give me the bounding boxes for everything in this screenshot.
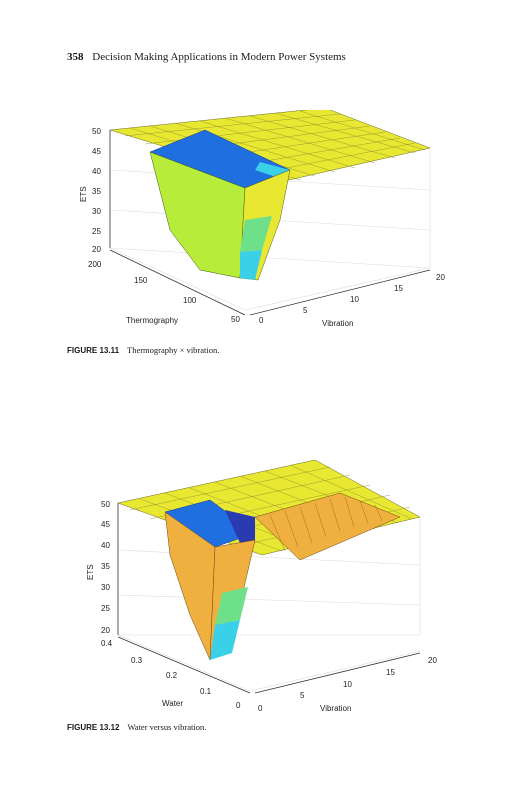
z-tick: 20 (101, 626, 110, 635)
z-tick: 25 (92, 227, 101, 236)
orange-dip-mesh (269, 496, 383, 552)
y-tick: 15 (394, 284, 403, 293)
y-tick: 5 (300, 691, 305, 700)
y-axis-label: Vibration (320, 704, 351, 713)
x-axis-label: Thermography (126, 316, 178, 325)
axes (117, 503, 421, 694)
z-tick: 30 (101, 583, 110, 592)
x-tick: 150 (134, 276, 148, 285)
y-tick: 0 (258, 704, 263, 713)
running-title: Decision Making Applications in Modern P… (92, 51, 346, 63)
z-tick: 50 (92, 127, 101, 136)
y-tick-labels: 0 5 10 15 20 (259, 273, 445, 325)
z-tick: 40 (101, 541, 110, 550)
y-tick: 0 (259, 316, 264, 325)
pit-top-deep (225, 510, 255, 543)
x-tick-labels: 0.4 0.3 0.2 0.1 0 (101, 639, 241, 710)
surface-plot-13-12: 50 45 40 35 30 25 20 ETS 0.4 0.3 0.2 0.1… (86, 459, 437, 713)
z-tick: 35 (92, 187, 101, 196)
pit-wall-green-band (215, 587, 248, 625)
z-tick: 45 (92, 147, 101, 156)
z-axis-label: ETS (79, 186, 88, 202)
z-axis-label: ETS (86, 564, 95, 580)
y-tick: 5 (303, 306, 308, 315)
pit-wall-front (149, 151, 246, 279)
x-tick: 0.4 (101, 639, 113, 648)
caption-number: FIGURE 13.11 (67, 346, 120, 355)
caption-number: FIGURE 13.12 (67, 723, 120, 732)
x-tick: 0.1 (200, 687, 212, 696)
caption-text: Water versus vibration. (127, 722, 207, 732)
x-tick-labels: 200 150 100 50 (88, 260, 240, 324)
running-header: 358 Decision Making Applications in Mode… (67, 51, 346, 63)
x-tick: 0.2 (166, 671, 178, 680)
axes (109, 130, 431, 316)
figure-13-12: 50 45 40 35 30 25 20 ETS 0.4 0.3 0.2 0.1… (0, 455, 531, 720)
z-tick-labels: 50 45 40 35 30 25 20 (101, 500, 110, 635)
pit-wall-green-band (240, 216, 272, 252)
pit-wall-cyan-band (240, 250, 262, 280)
x-axis-label: Water (162, 699, 183, 708)
pit-wall-front (164, 511, 216, 661)
z-tick: 40 (92, 167, 101, 176)
figure-13-11: 50 45 40 35 30 25 20 ETS 200 150 100 50 … (0, 110, 531, 340)
z-tick: 25 (101, 604, 110, 613)
pit-wall-cyan-band (210, 620, 240, 660)
z-tick: 30 (92, 207, 101, 216)
page-number: 358 (67, 51, 84, 63)
z-tick: 45 (101, 520, 110, 529)
y-tick: 20 (436, 273, 445, 282)
y-tick: 20 (428, 656, 437, 665)
y-tick: 10 (350, 295, 359, 304)
y-tick: 15 (386, 668, 395, 677)
y-tick-labels: 0 5 10 15 20 (258, 656, 437, 713)
y-tick: 10 (343, 680, 352, 689)
caption-13-11: FIGURE 13.11 Thermography × vibration. (67, 345, 219, 355)
x-tick: 200 (88, 260, 102, 269)
z-tick: 20 (92, 245, 101, 254)
caption-text: Thermography × vibration. (127, 345, 220, 355)
y-axis-label: Vibration (322, 319, 353, 328)
surface-plot-13-11: 50 45 40 35 30 25 20 ETS 200 150 100 50 … (79, 110, 445, 328)
z-tick-labels: 50 45 40 35 30 25 20 (92, 127, 101, 254)
x-tick: 50 (231, 315, 240, 324)
x-tick: 100 (183, 296, 197, 305)
x-tick: 0.3 (131, 656, 143, 665)
x-tick: 0 (236, 701, 241, 710)
orange-dip (254, 492, 401, 561)
z-tick: 50 (101, 500, 110, 509)
caption-13-12: FIGURE 13.12 Water versus vibration. (67, 722, 206, 732)
z-tick: 35 (101, 562, 110, 571)
